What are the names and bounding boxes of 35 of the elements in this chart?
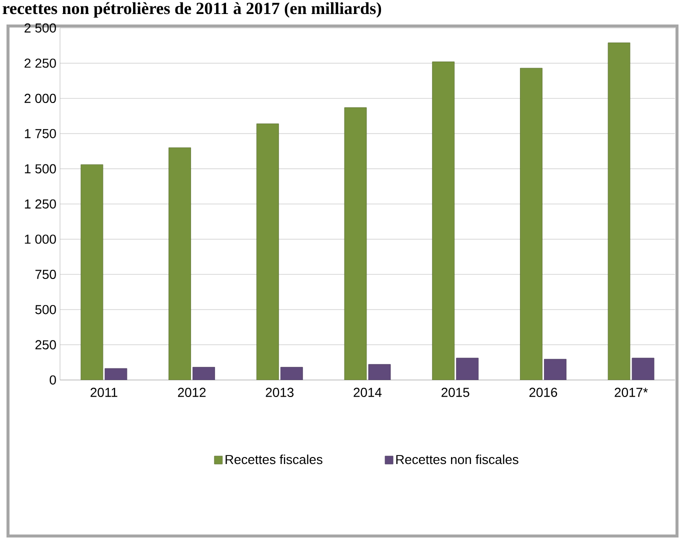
bar bbox=[192, 366, 215, 380]
bar bbox=[344, 107, 367, 380]
chart-title: recettes non pétrolières de 2011 à 2017 (en milliards) bbox=[2, 2, 382, 18]
legend-label: Recettes fiscales bbox=[226, 454, 322, 464]
y-tick-label: 1 750 bbox=[24, 128, 56, 138]
bar bbox=[520, 68, 542, 380]
y-tick-label: 500 bbox=[35, 304, 56, 314]
y-tick-label: 2 500 bbox=[24, 23, 56, 33]
bar bbox=[632, 358, 654, 380]
bar bbox=[280, 366, 303, 380]
bar bbox=[168, 147, 191, 380]
bar bbox=[432, 62, 455, 380]
bar bbox=[368, 364, 391, 380]
y-tick-label: 750 bbox=[35, 270, 56, 279]
x-tick-label: 2013 bbox=[266, 388, 294, 397]
y-tick-label: 250 bbox=[35, 340, 56, 350]
y-tick-label: 2 000 bbox=[24, 94, 56, 103]
bar bbox=[608, 42, 630, 380]
x-tick-label: 2012 bbox=[178, 388, 206, 397]
bar bbox=[80, 164, 104, 380]
x-tick-label: 2017* bbox=[614, 388, 648, 397]
x-tick-label: 2016 bbox=[529, 388, 558, 397]
bar bbox=[256, 124, 279, 380]
x-tick-label: 2011 bbox=[90, 388, 118, 397]
x-tick-label: 2014 bbox=[354, 388, 382, 397]
bar bbox=[104, 368, 128, 380]
bar bbox=[456, 358, 479, 380]
y-tick-label: 2 250 bbox=[24, 58, 56, 68]
y-tick-label: 0 bbox=[50, 375, 56, 385]
y-tick-label: 1 250 bbox=[24, 199, 56, 209]
y-tick-label: 1 000 bbox=[24, 234, 56, 244]
bar bbox=[544, 358, 566, 380]
y-tick-label: 1 500 bbox=[24, 164, 56, 174]
legend-label: Recettes non fiscales bbox=[396, 454, 518, 464]
x-tick-label: 2015 bbox=[442, 388, 470, 397]
